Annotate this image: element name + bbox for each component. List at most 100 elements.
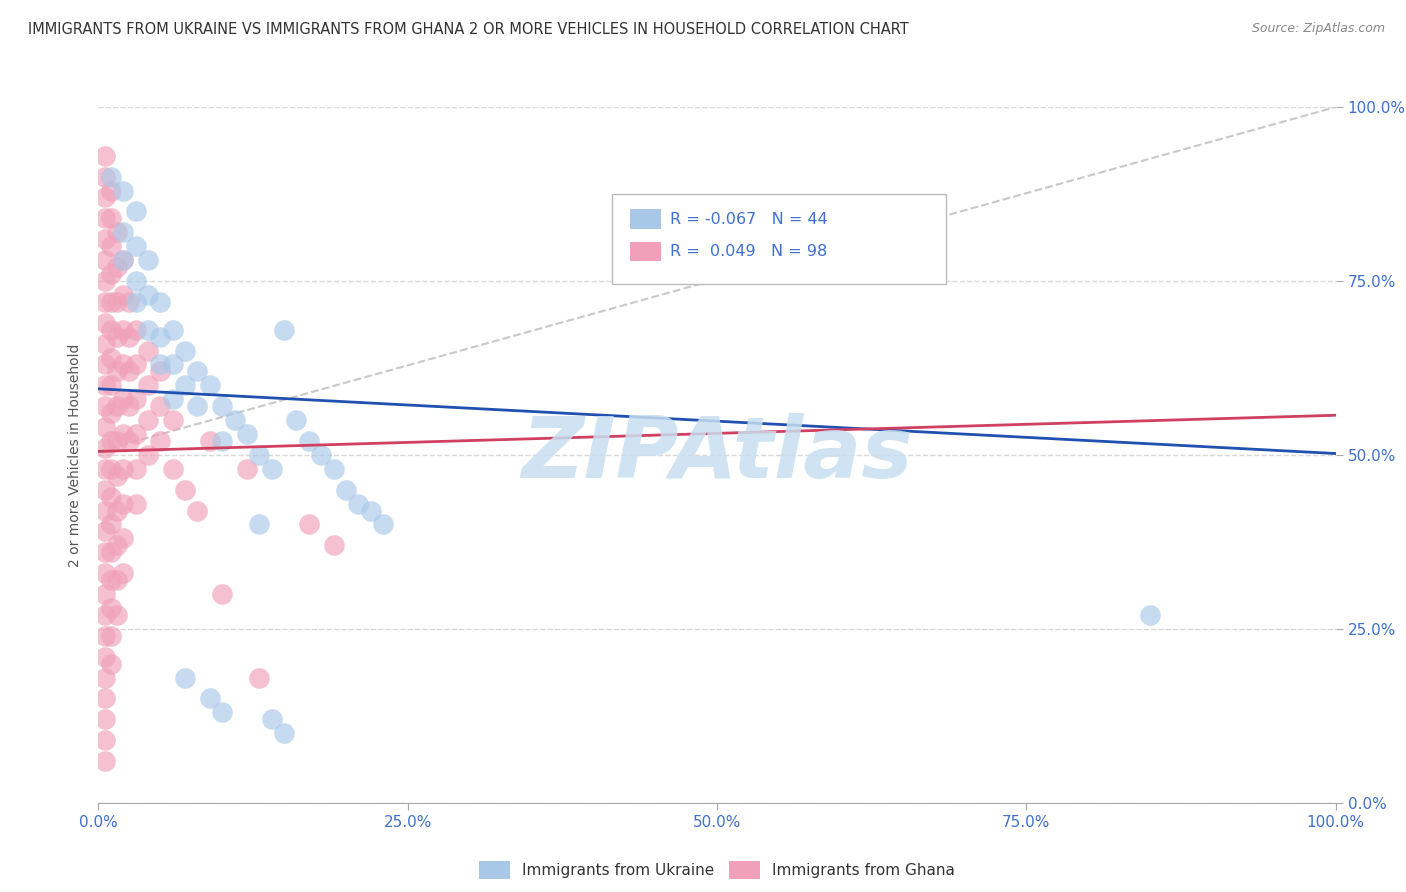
Point bbox=[100, 294, 122, 309]
Point bbox=[93, 190, 115, 204]
Text: R = -0.067   N = 44: R = -0.067 N = 44 bbox=[671, 211, 828, 227]
Point bbox=[124, 204, 146, 219]
Point bbox=[118, 329, 141, 343]
Point bbox=[124, 462, 146, 476]
Point bbox=[93, 712, 115, 726]
Point bbox=[260, 712, 283, 726]
Point bbox=[112, 323, 135, 337]
Y-axis label: 2 or more Vehicles in Household: 2 or more Vehicles in Household bbox=[69, 343, 83, 566]
Point bbox=[124, 239, 146, 253]
Point bbox=[174, 671, 197, 685]
Point bbox=[112, 253, 135, 268]
Point bbox=[93, 483, 115, 497]
Point bbox=[162, 358, 184, 372]
Point bbox=[149, 364, 172, 378]
Point bbox=[347, 497, 370, 511]
Point bbox=[93, 232, 115, 246]
Point bbox=[211, 399, 233, 413]
FancyBboxPatch shape bbox=[612, 194, 946, 285]
Point bbox=[118, 434, 141, 448]
Point bbox=[105, 225, 128, 239]
Point bbox=[100, 406, 122, 420]
Point bbox=[93, 399, 115, 413]
Point bbox=[273, 726, 295, 740]
Point bbox=[162, 462, 184, 476]
Point bbox=[124, 294, 146, 309]
Point bbox=[100, 239, 122, 253]
Point bbox=[100, 462, 122, 476]
Point bbox=[100, 657, 122, 671]
Point bbox=[136, 378, 159, 392]
Point bbox=[93, 587, 115, 601]
Point bbox=[93, 441, 115, 455]
Point bbox=[112, 392, 135, 407]
Point bbox=[149, 358, 172, 372]
Point bbox=[112, 427, 135, 442]
Point bbox=[118, 364, 141, 378]
Point bbox=[211, 434, 233, 448]
Point bbox=[124, 497, 146, 511]
Text: ZIPAtlas: ZIPAtlas bbox=[522, 413, 912, 497]
Point bbox=[174, 343, 197, 358]
Point bbox=[93, 462, 115, 476]
Point bbox=[100, 601, 122, 615]
Point bbox=[186, 503, 208, 517]
Point bbox=[124, 274, 146, 288]
Point bbox=[93, 420, 115, 434]
Point bbox=[100, 184, 122, 198]
Point bbox=[93, 274, 115, 288]
Point bbox=[198, 691, 221, 706]
Point bbox=[162, 392, 184, 407]
Point bbox=[124, 392, 146, 407]
Point bbox=[118, 294, 141, 309]
Point bbox=[105, 468, 128, 483]
Point bbox=[322, 538, 344, 552]
Point bbox=[260, 462, 283, 476]
Point bbox=[236, 462, 259, 476]
Point bbox=[273, 323, 295, 337]
Point bbox=[112, 358, 135, 372]
Text: IMMIGRANTS FROM UKRAINE VS IMMIGRANTS FROM GHANA 2 OR MORE VEHICLES IN HOUSEHOLD: IMMIGRANTS FROM UKRAINE VS IMMIGRANTS FR… bbox=[28, 22, 908, 37]
Point bbox=[335, 483, 357, 497]
Point bbox=[136, 413, 159, 427]
Point bbox=[93, 294, 115, 309]
Bar bbox=[630, 242, 661, 261]
Point bbox=[93, 169, 115, 184]
Point bbox=[93, 649, 115, 664]
Point bbox=[112, 532, 135, 546]
Point bbox=[360, 503, 382, 517]
Point bbox=[105, 399, 128, 413]
Point bbox=[149, 399, 172, 413]
Point bbox=[186, 399, 208, 413]
Point bbox=[100, 629, 122, 643]
Point bbox=[322, 462, 344, 476]
Point bbox=[100, 323, 122, 337]
Point bbox=[112, 462, 135, 476]
Point bbox=[105, 573, 128, 587]
Text: Source: ZipAtlas.com: Source: ZipAtlas.com bbox=[1251, 22, 1385, 36]
Point bbox=[100, 517, 122, 532]
Point bbox=[371, 517, 394, 532]
Point bbox=[93, 691, 115, 706]
Point bbox=[93, 253, 115, 268]
Text: R =  0.049   N = 98: R = 0.049 N = 98 bbox=[671, 244, 827, 260]
Point bbox=[174, 483, 197, 497]
Point bbox=[112, 497, 135, 511]
Point bbox=[247, 671, 270, 685]
Point bbox=[93, 671, 115, 685]
Point bbox=[100, 490, 122, 504]
Point bbox=[124, 427, 146, 442]
Point bbox=[93, 754, 115, 768]
Point bbox=[136, 323, 159, 337]
Point bbox=[100, 378, 122, 392]
Point bbox=[112, 225, 135, 239]
Point bbox=[136, 253, 159, 268]
Point bbox=[93, 545, 115, 559]
Point bbox=[211, 587, 233, 601]
Point bbox=[124, 323, 146, 337]
Point bbox=[105, 294, 128, 309]
Point bbox=[236, 427, 259, 442]
Point bbox=[247, 448, 270, 462]
Point bbox=[105, 329, 128, 343]
Point bbox=[224, 413, 246, 427]
